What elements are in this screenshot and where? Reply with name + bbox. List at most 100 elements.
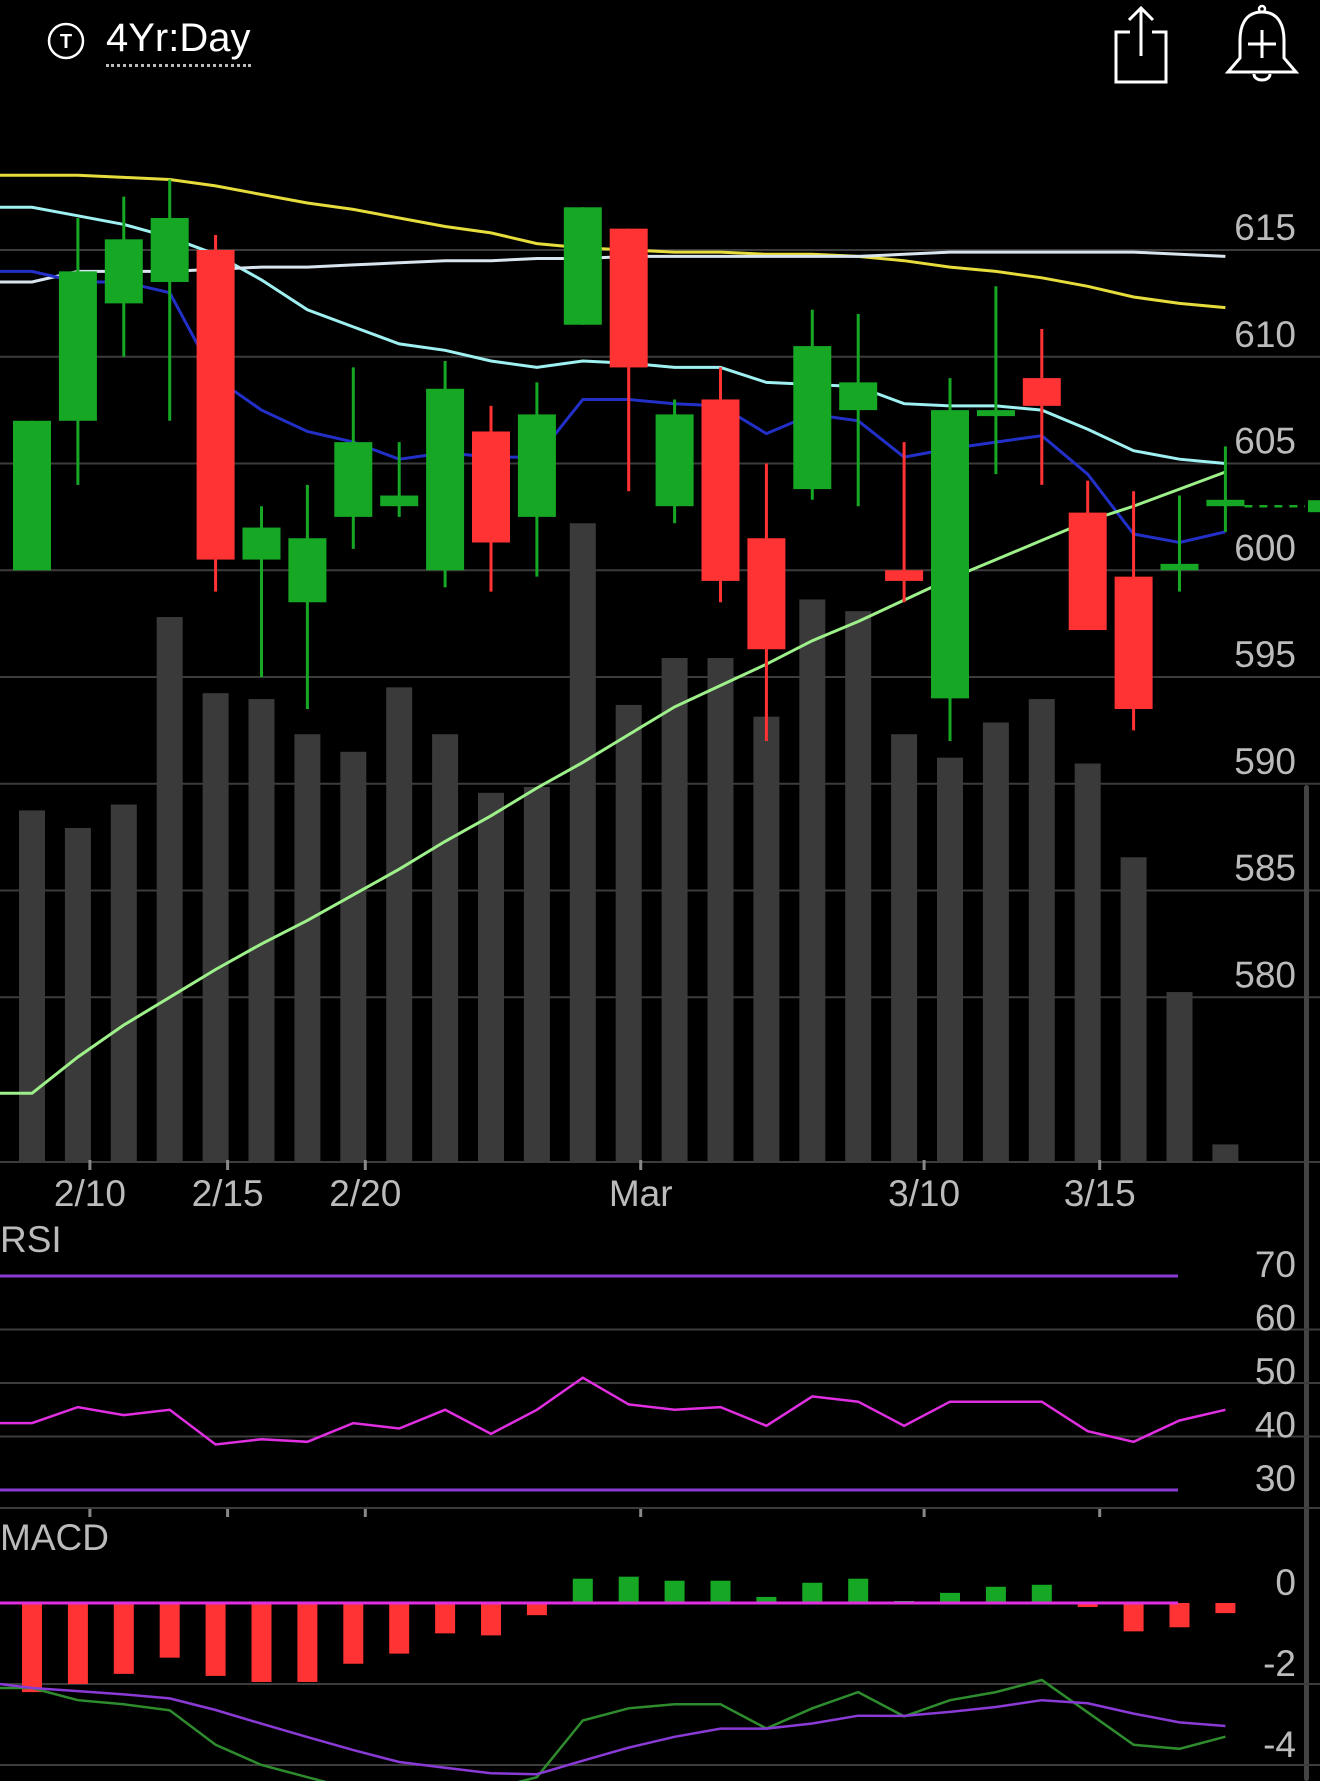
candle-up[interactable] [150,179,189,421]
volume-bar [937,757,963,1162]
candle-down[interactable] [196,235,235,592]
candle-up[interactable] [426,361,465,588]
rsi-tick-label: 30 [1255,1458,1296,1499]
macd-tick-label: -2 [1263,1643,1296,1684]
price-tick-label: 590 [1234,741,1296,782]
svg-text:T: T [60,31,72,53]
candle-up[interactable] [104,196,143,357]
candle-body [58,271,97,421]
candle-down[interactable] [701,367,740,603]
candle-body [1068,512,1107,631]
date-tick-label: 2/10 [54,1173,126,1214]
ticker-t-icon: T [47,22,85,60]
macd-histogram-bar [297,1603,318,1682]
macd-histogram-bar [22,1603,42,1693]
macd-histogram-bar [756,1596,777,1603]
candle-down[interactable] [609,228,648,492]
candle-up[interactable] [1206,446,1245,532]
volume-bar [386,687,413,1162]
macd-histogram-bar [389,1603,410,1654]
candle-up[interactable] [976,286,1015,475]
volume-bar [1028,699,1055,1162]
candle-up[interactable] [839,314,878,507]
bell-plus-icon[interactable] [1214,2,1310,86]
candle-up[interactable] [242,506,281,677]
macd-signal-line [0,1682,1226,1776]
timeframe-selector[interactable]: 4Yr:Day [106,16,251,67]
price-tick-label: 600 [1234,527,1296,568]
candle-body [104,239,143,304]
candle-up[interactable] [13,420,51,571]
volume-bar [1212,1144,1239,1162]
candle-up[interactable] [1160,495,1199,592]
macd-line [0,1678,1226,1781]
candle-body [517,414,556,517]
candle-up[interactable] [334,367,373,549]
candle-up[interactable] [793,309,832,500]
rsi-tick-label: 60 [1255,1298,1296,1339]
candle-up[interactable] [58,217,97,485]
volume-bar [891,734,918,1162]
candle-down[interactable] [472,405,510,592]
volume-bar [615,704,642,1162]
rsi-tick-label: 40 [1255,1405,1296,1446]
candle-body [609,228,648,368]
share-icon[interactable] [1108,2,1174,86]
volume-bar [1166,992,1193,1162]
macd-histogram-bar [618,1576,639,1603]
volume-bar [432,734,459,1162]
candle-body [839,382,878,411]
candle-body [1160,563,1199,571]
date-tick-label: 3/15 [1064,1173,1136,1214]
date-tick-label: 3/10 [888,1173,960,1214]
candle-up[interactable] [380,442,419,517]
price-tick-label: 610 [1234,314,1296,355]
scrollbar[interactable] [1304,785,1309,1781]
date-tick-label: Mar [609,1173,673,1214]
macd-histogram-bar [848,1578,869,1603]
price-tick-label: 580 [1234,954,1296,995]
candle-up[interactable] [563,207,602,325]
candle-body [793,346,832,490]
volume-bar [1074,763,1101,1162]
candle-body [747,538,786,650]
volume-bar [64,827,91,1162]
price-tick-label: 595 [1234,634,1296,675]
candle-body [1114,576,1153,710]
candle-up[interactable] [517,382,556,577]
moving-average-line [0,173,1226,310]
macd-title: MACD [0,1517,109,1558]
candle-up[interactable] [655,399,694,524]
candle-body [1022,378,1061,406]
candle-down[interactable] [747,463,786,742]
macd-histogram-bar [526,1603,547,1616]
macd-histogram-bar [113,1603,134,1674]
candle-down[interactable] [1114,491,1153,731]
volume-bar [1120,857,1147,1162]
volume-bar [340,751,367,1162]
candle-up[interactable] [931,378,969,742]
macd-histogram-bar [251,1603,272,1682]
date-tick-label: 2/20 [329,1173,401,1214]
rsi-title: RSI [0,1219,62,1260]
volume-bar [294,734,321,1162]
macd-histogram-bar [940,1592,960,1603]
moving-average-line [0,470,1226,1095]
candle-body [701,399,740,581]
candle-down[interactable] [1022,328,1061,485]
candle-up[interactable] [288,484,327,710]
candle-down[interactable] [885,442,924,603]
macd-histogram-bar [664,1580,685,1603]
volume-bar [248,699,275,1162]
rsi-tick-label: 50 [1255,1351,1296,1392]
macd-histogram-bar [435,1603,456,1634]
candle-down[interactable] [1068,480,1107,631]
volume-bar [478,792,504,1162]
macd-histogram-bar [67,1603,88,1684]
price-tick-label: 605 [1234,421,1296,462]
candle-body [196,250,235,560]
candle-body [472,431,510,543]
candle-body [976,410,1015,417]
volume-bar [799,599,826,1162]
